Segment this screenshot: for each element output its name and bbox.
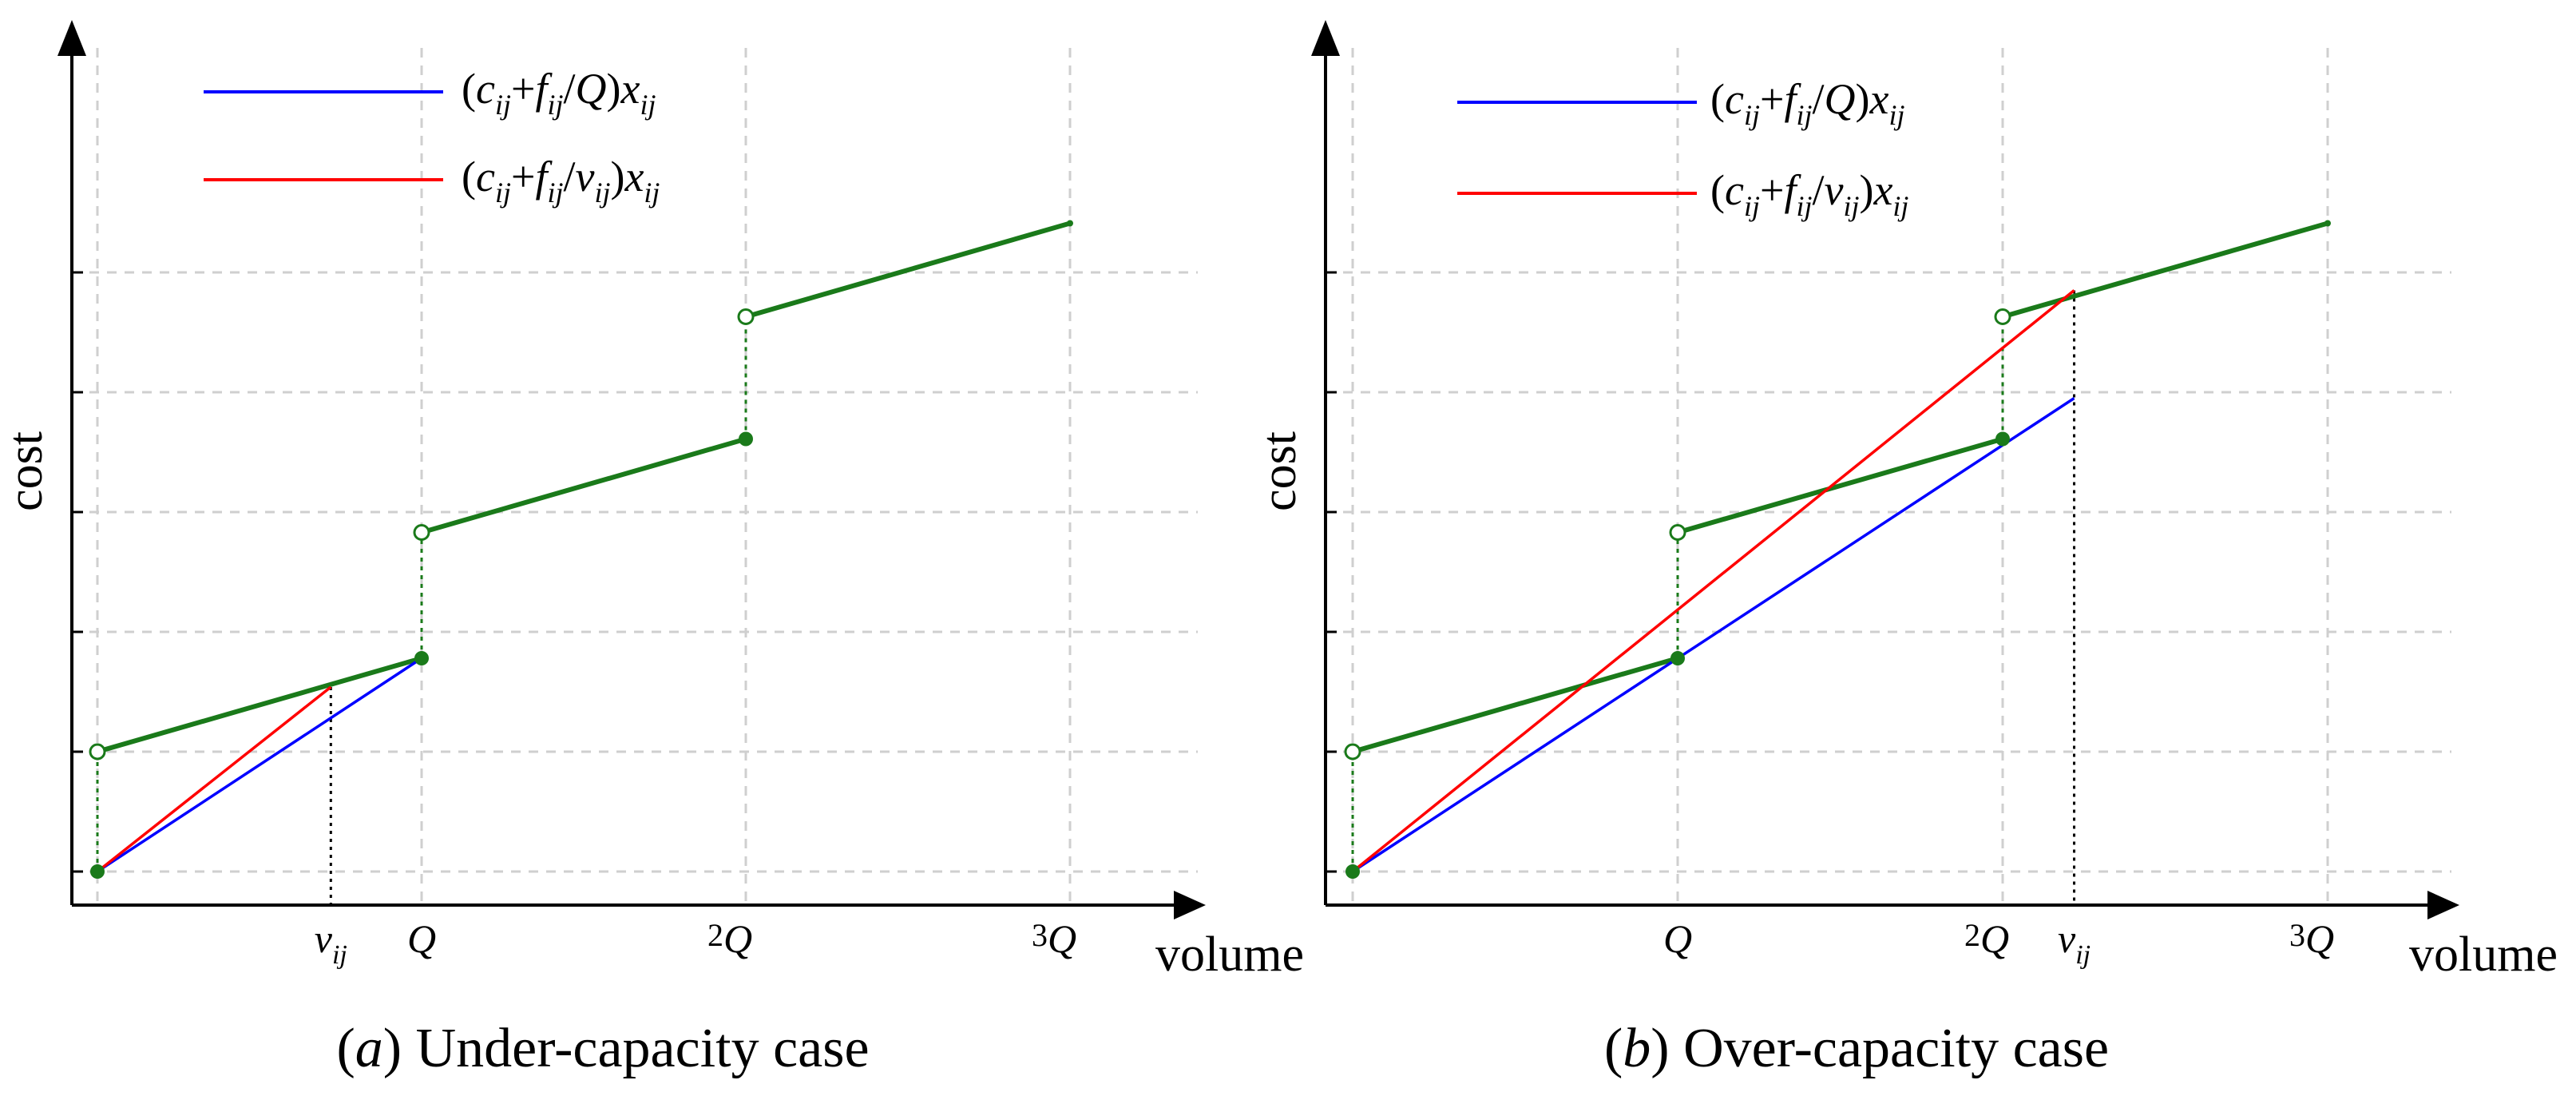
filled-point (739, 431, 753, 447)
y-axis-label: cost (0, 431, 53, 511)
series-segment (1677, 436, 2003, 535)
x-tick-label: Q (407, 916, 436, 961)
series-segment (1352, 397, 2075, 873)
y-axis-label: cost (1252, 431, 1306, 511)
series-segment (97, 656, 422, 754)
panel-caption: (a) Under-capacity case (336, 1018, 869, 1079)
x-tick-label: 2Q (707, 916, 752, 961)
filled-point (1670, 651, 1685, 665)
chart-panel-a: vij Q 2Q 3Q volume cost (cij+fij/Q)xij (cij+fij… (0, 20, 1304, 1079)
open-point (737, 308, 755, 325)
x-tick-label: Q (1663, 916, 1692, 961)
filled-point (1995, 431, 2010, 447)
series-segment (2002, 220, 2328, 320)
x-axis-arrow (2427, 891, 2459, 919)
open-point (1669, 524, 1686, 541)
series-segment (96, 685, 332, 873)
x-axis-label: volume (2409, 927, 2558, 982)
step-end-point (2324, 220, 2331, 227)
filled-point (414, 651, 429, 665)
series-segment (1352, 656, 1678, 754)
legend-entry: (cij+fij/vij)xij (462, 153, 660, 208)
open-point (413, 524, 430, 541)
x-tick-label: 3Q (1032, 916, 1076, 961)
series-segment (745, 220, 1071, 320)
chart-panel-b: Q 2Q vij 3Q volume cost (cij+fij/Q)xij (cij+fij… (1252, 20, 2558, 1079)
panel-caption: (b) Over-capacity case (1604, 1018, 2109, 1079)
x-tick-label: 3Q (2289, 916, 2334, 961)
open-point (89, 743, 106, 760)
legend-entry: (cij+fij/Q)xij (462, 65, 656, 121)
x-tick-label: 2Q (1964, 916, 2009, 961)
y-axis-arrow (1311, 20, 1340, 56)
x-tick-label: vij (2058, 916, 2091, 970)
series-segment (421, 436, 747, 535)
legend-entry: (cij+fij/Q)xij (1710, 75, 1904, 131)
legend-entry: (cij+fij/vij)xij (1710, 166, 1908, 222)
open-point (1994, 308, 2011, 325)
filled-point (1345, 864, 1360, 879)
series-segment (97, 657, 422, 873)
x-axis-arrow (1174, 891, 1206, 919)
open-point (1344, 743, 1361, 760)
series-segment (1351, 289, 2075, 873)
x-tick-label: vij (315, 916, 347, 970)
step-end-point (1067, 220, 1073, 227)
y-axis-arrow (57, 20, 86, 56)
x-axis-label: volume (1155, 927, 1304, 982)
filled-point (90, 864, 105, 879)
